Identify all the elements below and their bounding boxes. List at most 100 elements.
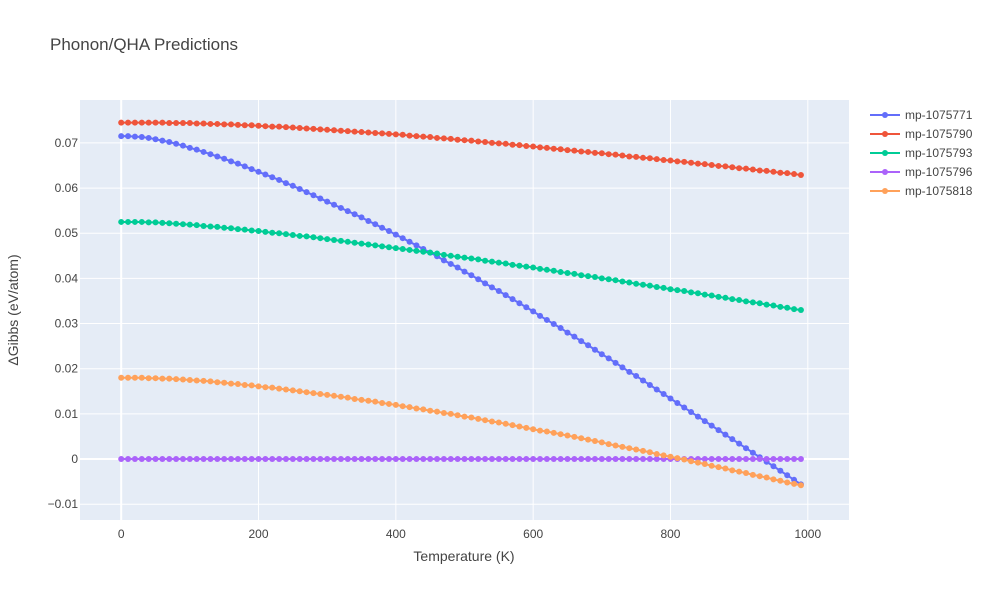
data-point [447,456,454,463]
legend-item[interactable]: mp-1075790 [870,127,973,141]
data-point [324,391,331,398]
data-point [420,406,427,413]
data-point [228,158,235,165]
data-point [269,384,276,391]
data-point [303,189,310,196]
data-point [598,150,605,157]
data-point [434,408,441,415]
series-line [121,121,802,176]
legend-item[interactable]: mp-1075818 [870,184,973,198]
data-point [578,338,585,345]
data-point [138,119,145,126]
data-point [234,160,241,167]
data-point [736,468,743,475]
data-point [406,404,413,411]
data-point [221,121,228,128]
data-point [550,456,557,463]
data-point [262,123,269,130]
data-point [482,257,489,264]
data-point [482,139,489,145]
data-point [228,456,235,463]
data-point [688,409,695,416]
data-point [578,272,585,279]
data-point [317,126,324,133]
data-point [626,153,633,160]
data-point [420,456,427,463]
data-point [530,264,537,271]
data-point [612,442,619,449]
data-point [543,428,550,435]
data-point [488,258,495,265]
data-point [763,456,770,463]
data-point [344,456,351,463]
legend-swatch-marker [882,188,888,194]
data-point [571,147,578,154]
data-point [221,155,228,162]
x-tick-label: 0 [118,527,125,541]
data-point [317,235,324,242]
data-point [701,291,708,298]
data-point [543,266,550,273]
data-point [756,167,763,174]
data-point [145,134,152,141]
data-point [440,456,447,463]
data-point [701,418,708,425]
data-point [516,423,523,430]
legend-label: mp-1075771 [905,108,973,122]
data-point [633,280,640,287]
data-point [337,456,344,463]
legend-item[interactable]: mp-1075771 [870,108,973,122]
data-point [379,400,386,407]
data-point [509,296,516,303]
data-point [516,300,523,307]
data-point [537,144,544,151]
data-point [729,296,736,303]
data-point [708,456,715,463]
data-point [791,171,798,178]
y-tick-label: −0.01 [48,497,79,511]
y-tick-label: 0.05 [55,226,79,240]
data-point [427,456,434,463]
legend[interactable]: mp-1075771 mp-1075790 mp-1075793 mp-1075796… [870,108,973,198]
legend-item[interactable]: mp-1075796 [870,165,973,179]
data-point [688,458,695,465]
data-point [619,152,626,159]
x-tick-label: 600 [523,527,543,541]
data-point [770,476,777,483]
data-point [509,261,516,268]
data-point [564,456,571,463]
data-point [591,437,598,444]
data-point [674,158,681,165]
data-point [331,201,338,208]
data-point [255,383,262,390]
data-point [358,129,365,136]
data-point [310,390,317,397]
data-point [461,413,468,420]
data-point [427,407,434,414]
legend-swatch-marker [882,169,888,175]
data-point [413,133,420,140]
data-point [296,388,303,395]
data-point [791,480,798,487]
data-point [379,224,386,231]
data-point [468,272,475,279]
data-point [447,260,454,267]
data-point [152,456,159,463]
data-point [708,462,715,469]
data-point [633,153,640,160]
data-point [523,424,530,431]
data-point [454,136,461,143]
data-point [269,456,276,463]
y-tick-label: 0.06 [55,181,79,195]
data-point [399,456,406,463]
data-point [701,161,708,168]
data-point [152,219,159,226]
data-point [550,429,557,436]
legend-item[interactable]: mp-1075793 [870,146,973,160]
data-point [756,300,763,307]
data-point [385,227,392,234]
data-point [688,289,695,296]
data-point [186,144,193,151]
data-point [550,267,557,274]
data-point [708,422,715,429]
